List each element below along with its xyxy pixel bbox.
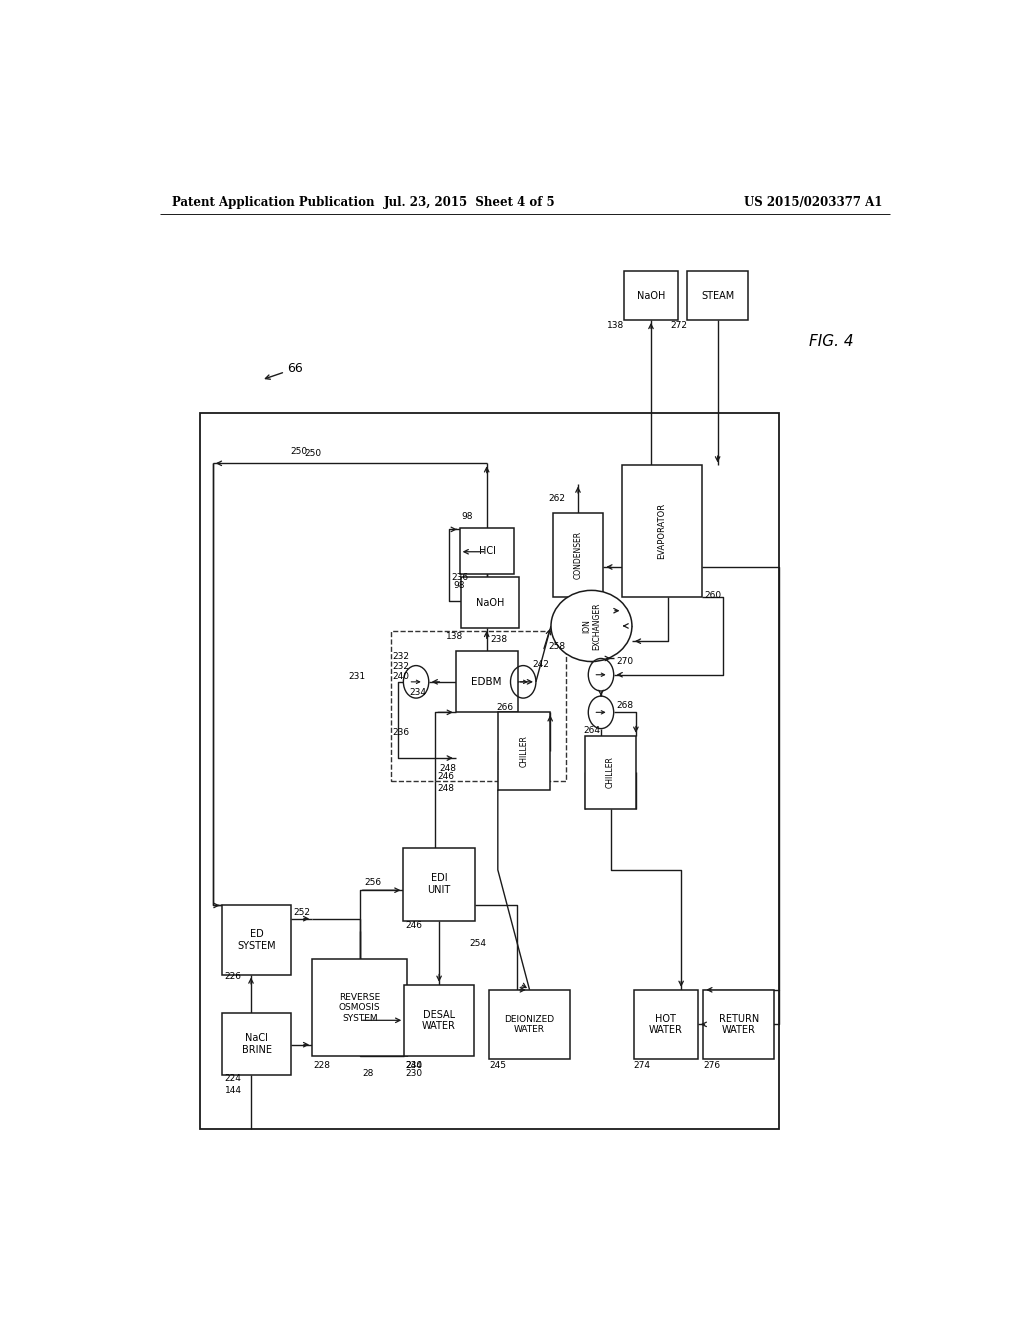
Text: 250: 250 <box>291 446 308 455</box>
Bar <box>498 713 550 789</box>
Text: DESAL
WATER: DESAL WATER <box>422 1010 456 1031</box>
Text: 248: 248 <box>439 764 456 772</box>
Text: 230: 230 <box>406 1069 423 1077</box>
Text: CHILLER: CHILLER <box>519 735 528 767</box>
Text: US 2015/0203377 A1: US 2015/0203377 A1 <box>743 195 882 209</box>
Text: 268: 268 <box>616 701 634 710</box>
Text: 246: 246 <box>437 772 455 781</box>
Text: 138: 138 <box>607 321 624 330</box>
Text: NaOH: NaOH <box>637 290 666 301</box>
Bar <box>489 990 570 1059</box>
Text: 234: 234 <box>410 688 427 697</box>
Text: 28: 28 <box>362 1069 374 1077</box>
Ellipse shape <box>551 590 632 661</box>
Text: ION
EXCHANGER: ION EXCHANGER <box>582 602 601 649</box>
Bar <box>391 631 566 781</box>
Text: 245: 245 <box>489 1060 506 1069</box>
Bar <box>703 990 774 1059</box>
Text: EDBM: EDBM <box>471 677 502 686</box>
Text: HOT
WATER: HOT WATER <box>649 1014 683 1035</box>
Text: 246: 246 <box>406 921 423 931</box>
Bar <box>460 528 514 574</box>
Text: 258: 258 <box>549 642 565 651</box>
Bar <box>585 735 636 809</box>
Text: 252: 252 <box>293 908 310 917</box>
Text: 98: 98 <box>454 581 465 590</box>
Text: 138: 138 <box>445 631 463 640</box>
Bar <box>404 985 474 1056</box>
Text: 231: 231 <box>348 672 366 681</box>
Text: 66: 66 <box>287 362 302 375</box>
Text: 240: 240 <box>392 672 410 681</box>
Text: 224: 224 <box>225 1073 242 1082</box>
Text: 232: 232 <box>392 663 410 671</box>
Text: 230: 230 <box>406 1060 423 1069</box>
Text: 260: 260 <box>705 591 721 601</box>
Bar <box>222 906 291 974</box>
Text: REVERSE
OSMOSIS
SYSTEM: REVERSE OSMOSIS SYSTEM <box>339 993 381 1023</box>
Text: EVAPORATOR: EVAPORATOR <box>657 503 667 560</box>
Text: 244: 244 <box>406 1060 423 1069</box>
Bar <box>624 271 678 319</box>
Bar <box>312 960 408 1056</box>
Text: 248: 248 <box>437 784 455 793</box>
Bar <box>687 271 748 319</box>
Text: 250: 250 <box>304 449 322 458</box>
Text: NaOH: NaOH <box>476 598 505 607</box>
Text: 228: 228 <box>313 1060 331 1069</box>
Bar <box>623 466 701 598</box>
Bar <box>634 990 697 1059</box>
Bar <box>222 1014 291 1076</box>
Text: RETURN
WATER: RETURN WATER <box>719 1014 759 1035</box>
Text: EDI
UNIT: EDI UNIT <box>427 874 451 895</box>
Text: 264: 264 <box>584 726 600 735</box>
Text: CHILLER: CHILLER <box>606 756 615 788</box>
Text: 256: 256 <box>365 878 382 887</box>
Text: 226: 226 <box>225 972 242 981</box>
Bar <box>456 651 518 713</box>
Text: FIG. 4: FIG. 4 <box>809 334 854 348</box>
Text: 266: 266 <box>497 702 513 711</box>
Text: 276: 276 <box>703 1060 721 1069</box>
Bar <box>201 413 778 1129</box>
Text: STEAM: STEAM <box>701 290 734 301</box>
Text: 236: 236 <box>452 573 469 582</box>
Text: CONDENSER: CONDENSER <box>573 531 583 579</box>
Text: Jul. 23, 2015  Sheet 4 of 5: Jul. 23, 2015 Sheet 4 of 5 <box>383 195 555 209</box>
Text: 274: 274 <box>634 1060 650 1069</box>
Text: 232: 232 <box>392 652 410 661</box>
Bar <box>461 577 519 628</box>
Text: 242: 242 <box>532 660 550 669</box>
Text: 144: 144 <box>225 1086 242 1094</box>
Text: 262: 262 <box>549 495 565 503</box>
Bar <box>553 513 603 598</box>
Text: DEIONIZED
WATER: DEIONIZED WATER <box>505 1015 555 1034</box>
Bar <box>403 847 475 921</box>
Text: 236: 236 <box>392 729 410 737</box>
Text: 254: 254 <box>469 939 486 948</box>
Text: ED
SYSTEM: ED SYSTEM <box>238 929 275 950</box>
Text: HCl: HCl <box>478 546 496 556</box>
Text: Patent Application Publication: Patent Application Publication <box>172 195 374 209</box>
Text: 270: 270 <box>616 657 634 667</box>
Text: 98: 98 <box>461 512 473 520</box>
Text: NaCl
BRINE: NaCl BRINE <box>242 1034 271 1055</box>
Text: 272: 272 <box>671 321 687 330</box>
Text: 238: 238 <box>489 635 507 644</box>
